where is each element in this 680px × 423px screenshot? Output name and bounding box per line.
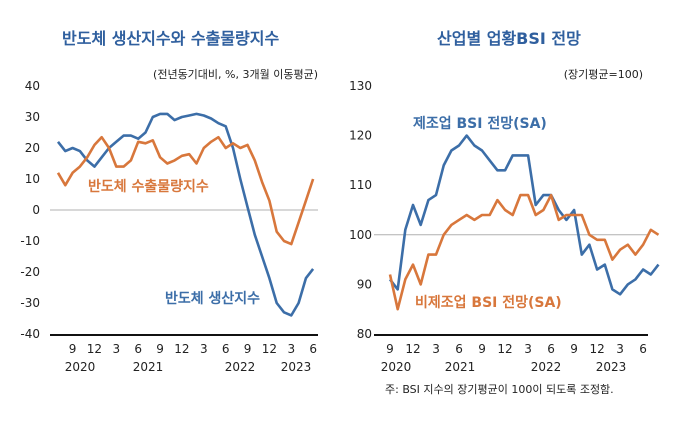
series-label: 비제조업 BSI 전망(SA) xyxy=(415,294,562,311)
x-tick-label: 3 xyxy=(287,342,295,356)
y-tick-label: 80 xyxy=(357,327,372,341)
right-chart-note: 주: BSI 지수의 장기평균이 100이 되도록 조정함. xyxy=(385,383,614,396)
y-tick-label: 40 xyxy=(25,79,40,93)
x-tick-label: 9 xyxy=(570,342,578,356)
x-tick-label: 3 xyxy=(432,342,440,356)
left-chart-title: 반도체 생산지수와 수출물량지수 xyxy=(62,29,280,48)
year-label: 2022 xyxy=(531,360,562,374)
x-tick-label: 9 xyxy=(69,342,77,356)
series-line-1 xyxy=(388,193,660,311)
year-label: 2020 xyxy=(65,360,96,374)
x-tick-label: 12 xyxy=(262,342,277,356)
x-tick-label: 12 xyxy=(497,342,512,356)
x-tick-label: 12 xyxy=(87,342,102,356)
year-label: 2023 xyxy=(596,360,627,374)
x-tick-label: 9 xyxy=(156,342,164,356)
x-tick-label: 6 xyxy=(547,342,555,356)
left-chart-subtitle: (전년동기대비, %, 3개월 이동평균) xyxy=(153,68,318,81)
x-tick-label: 12 xyxy=(174,342,189,356)
y-tick-label: 120 xyxy=(349,129,372,143)
y-tick-label: -30 xyxy=(20,296,40,310)
x-tick-label: 9 xyxy=(244,342,252,356)
y-tick-label: -10 xyxy=(20,234,40,248)
x-tick-label: 6 xyxy=(455,342,463,356)
y-tick-label: 110 xyxy=(349,178,372,192)
x-tick-label: 6 xyxy=(134,342,142,356)
x-tick-label: 3 xyxy=(616,342,624,356)
x-tick-label: 12 xyxy=(589,342,604,356)
y-tick-label: -40 xyxy=(20,327,40,341)
right-chart-subtitle: (장기평균=100) xyxy=(564,68,643,81)
y-tick-label: 0 xyxy=(32,203,40,217)
year-label: 2021 xyxy=(445,360,476,374)
x-tick-label: 9 xyxy=(478,342,486,356)
y-tick-label: 30 xyxy=(25,110,40,124)
right-chart-title: 산업별 업황BSI 전망 xyxy=(437,29,581,48)
series-label: 반도체 생산지수 xyxy=(165,290,260,307)
series-label: 제조업 BSI 전망(SA) xyxy=(413,115,547,132)
series-label: 반도체 수출물량지수 xyxy=(88,178,209,195)
x-tick-label: 9 xyxy=(386,342,394,356)
y-tick-label: 20 xyxy=(25,141,40,155)
year-label: 2022 xyxy=(225,360,256,374)
x-tick-label: 6 xyxy=(309,342,317,356)
y-tick-label: 90 xyxy=(357,277,372,291)
right-chart: 130 120 110 100 90 80 9 12 3 6 9 12 3 6 9 12 3 6 2020 2021 2… xyxy=(349,79,660,374)
year-label: 2020 xyxy=(381,360,412,374)
year-label: 2023 xyxy=(281,360,312,374)
series-line-0 xyxy=(56,112,315,317)
year-label: 2021 xyxy=(133,360,164,374)
series-line-1 xyxy=(56,135,315,246)
x-tick-label: 3 xyxy=(524,342,532,356)
y-tick-label: 100 xyxy=(349,228,372,242)
series-line-0 xyxy=(388,134,660,296)
x-tick-label: 12 xyxy=(405,342,420,356)
x-tick-label: 3 xyxy=(112,342,120,356)
y-tick-label: 10 xyxy=(25,172,40,186)
x-tick-label: 3 xyxy=(200,342,208,356)
x-tick-label: 6 xyxy=(639,342,647,356)
y-tick-label: 130 xyxy=(349,79,372,93)
x-tick-label: 6 xyxy=(222,342,230,356)
y-tick-label: -20 xyxy=(20,265,40,279)
